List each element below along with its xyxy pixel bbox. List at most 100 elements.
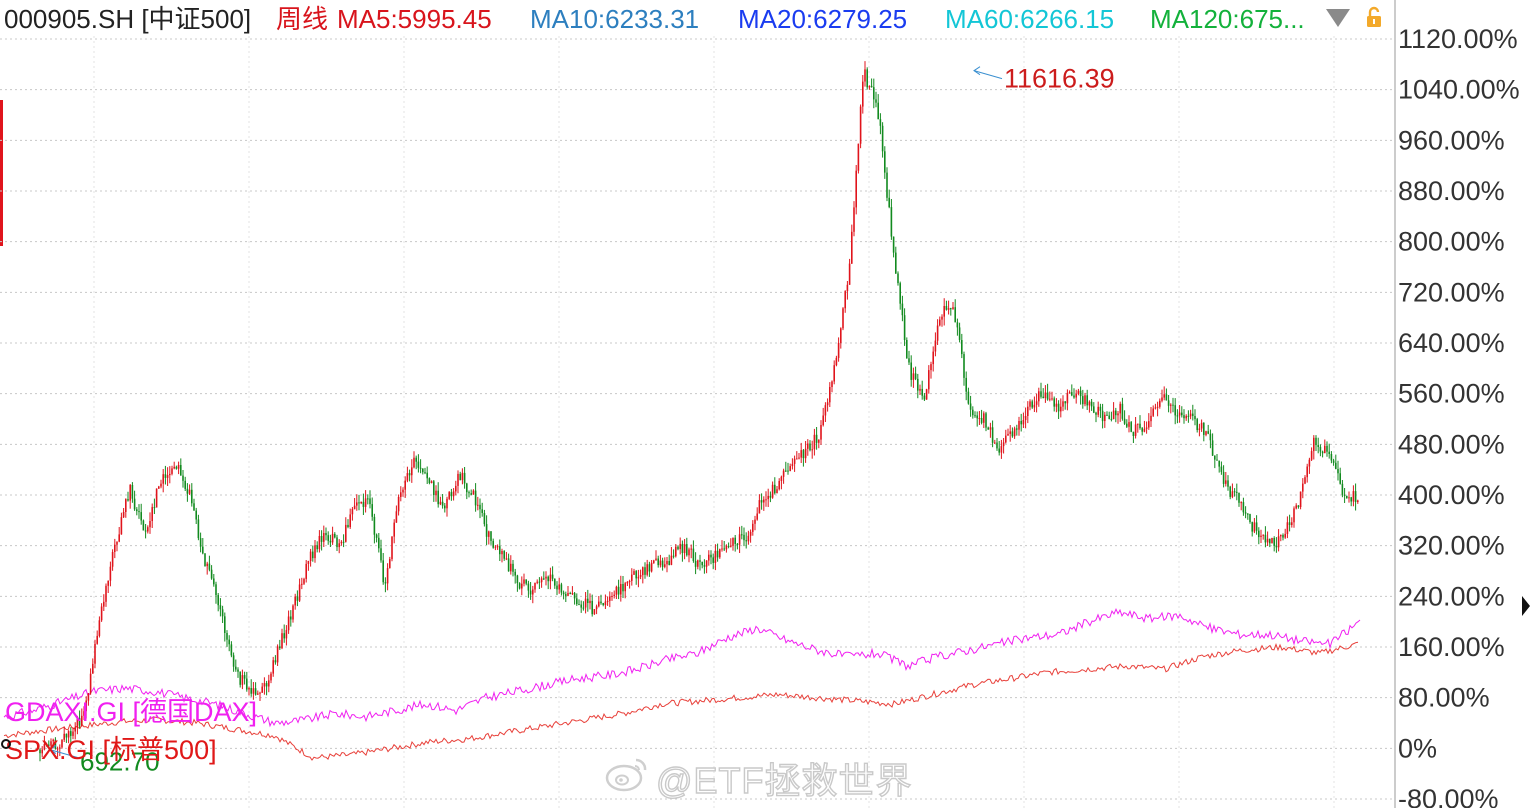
candle-body: [798, 457, 800, 459]
candle-body: [1104, 414, 1106, 421]
candle-body: [776, 489, 778, 494]
spx-series-label[interactable]: SPX.GI [标普500]: [5, 735, 217, 765]
candle-body: [833, 365, 835, 382]
candle-body: [617, 586, 620, 595]
candle-body: [967, 391, 970, 404]
candle-body: [1198, 428, 1201, 430]
candle-body: [628, 581, 631, 582]
candle-body: [468, 492, 470, 494]
candle-body: [974, 415, 976, 417]
candle-body: [1053, 398, 1055, 407]
candle-body: [780, 476, 783, 481]
candle-body: [745, 540, 747, 542]
candle-body: [1330, 454, 1333, 461]
candle-body: [1189, 413, 1192, 417]
candle-body: [433, 481, 435, 496]
candle-body: [884, 151, 886, 173]
candle-body: [129, 485, 131, 501]
candle-body: [978, 418, 981, 419]
active-series-marker: [0, 100, 3, 246]
candle-body: [1280, 535, 1282, 537]
candle-body: [556, 585, 558, 590]
ma120-indicator[interactable]: MA120:675...: [1150, 4, 1305, 34]
candle-body: [991, 427, 994, 443]
candle-body: [254, 688, 257, 695]
candle-body: [140, 512, 142, 521]
candle-body: [589, 600, 591, 604]
candle-body: [1170, 404, 1172, 406]
candle-body: [952, 307, 954, 310]
candle-body: [989, 427, 992, 430]
high-pointer-arrow: [973, 66, 981, 76]
dax-series-label[interactable]: GDAXI.GI [德国DAX]: [5, 697, 257, 727]
candle-body: [481, 509, 483, 513]
candle-body: [94, 643, 96, 664]
candle-body: [118, 534, 120, 542]
candle-body: [386, 568, 389, 584]
ma10-indicator[interactable]: MA10:6233.31: [530, 4, 700, 34]
candle-body: [160, 483, 162, 487]
ma60-indicator[interactable]: MA60:6266.15: [945, 4, 1115, 34]
candle-body: [862, 81, 864, 107]
candle-body: [1029, 401, 1031, 407]
candle-body: [1255, 522, 1258, 531]
candle-body: [826, 402, 829, 406]
candle-body: [54, 739, 57, 749]
y-tick-label: 560.00%: [1398, 379, 1505, 409]
candle-body: [1126, 423, 1128, 427]
candle-body: [1167, 400, 1170, 406]
candle-body: [373, 516, 376, 535]
candle-body: [562, 592, 565, 595]
candle-body: [120, 517, 123, 535]
candle-body: [114, 544, 116, 552]
candle-body: [96, 635, 98, 644]
candle-body: [1062, 401, 1064, 407]
candle-body: [1154, 407, 1157, 409]
candle-body: [111, 552, 114, 567]
candle-body: [250, 688, 252, 694]
candle-body: [89, 673, 92, 694]
ma20-indicator[interactable]: MA20:6279.25: [738, 4, 908, 34]
candle-body: [1269, 538, 1271, 544]
candle-body: [611, 596, 613, 597]
scroll-right-icon[interactable]: [1522, 596, 1530, 616]
candle-body: [950, 308, 952, 310]
ma5-indicator[interactable]: MA5:5995.45: [337, 4, 492, 34]
candle-body: [666, 561, 668, 565]
weibo-icon: [605, 758, 647, 792]
candle-body: [1137, 423, 1139, 425]
candle-body: [72, 731, 74, 736]
lock-icon[interactable]: [1362, 4, 1386, 30]
high-value-label: 11616.39: [1004, 64, 1115, 94]
candle-body: [298, 584, 301, 601]
y-tick-label: 160.00%: [1398, 632, 1505, 662]
candle-body: [1130, 422, 1132, 432]
candle-body: [743, 534, 745, 541]
dropdown-triangle-icon[interactable]: [1324, 7, 1352, 29]
candle-body: [648, 564, 651, 572]
candle-body: [958, 327, 961, 340]
symbol-label[interactable]: 000905.SH [中证500]: [4, 4, 252, 34]
candle-body: [1346, 495, 1348, 499]
candle-body: [446, 498, 448, 509]
candle-body: [930, 364, 932, 371]
candle-body: [1055, 403, 1058, 407]
candle-body: [877, 102, 879, 120]
candle-body: [1007, 433, 1009, 436]
candle-body: [771, 484, 774, 498]
period-label[interactable]: 周线: [276, 4, 329, 34]
candle-body: [633, 571, 635, 575]
candle-body: [983, 413, 985, 423]
candle-body: [686, 544, 688, 556]
candle-body: [470, 493, 472, 495]
candle-body: [1357, 500, 1359, 502]
candle-body: [620, 584, 622, 595]
candle-body: [923, 395, 926, 400]
y-tick-label: 80.00%: [1398, 683, 1490, 713]
candle-body: [215, 584, 217, 596]
candle-body: [274, 660, 277, 663]
candle-body: [626, 581, 629, 584]
candle-body: [1128, 422, 1130, 427]
candle-body: [879, 119, 882, 126]
